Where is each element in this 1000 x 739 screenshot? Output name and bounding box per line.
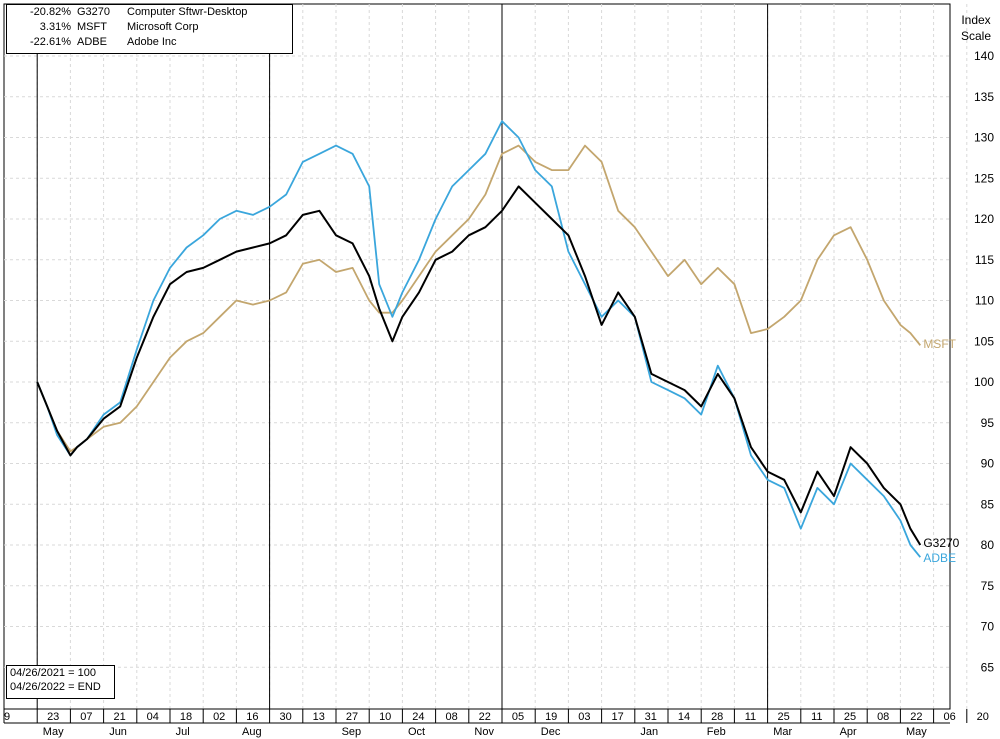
legend-symbol: G3270 — [77, 6, 111, 18]
month-label: May — [906, 726, 927, 738]
legend-name: Computer Sftwr-Desktop — [127, 6, 248, 18]
month-label: Apr — [840, 726, 857, 738]
legend: -20.82% G3270 Computer Sftwr-Desktop 3.3… — [6, 4, 293, 54]
x-axis-ticks: 9 23 07 21 04 18 02 16 30 13 27 10 24 08 22 05 19 03 17 31 1… — [3, 709, 989, 723]
x-tick-label: 25 — [844, 711, 856, 723]
x-tick-label: 14 — [678, 711, 690, 723]
plot-area — [3, 3, 951, 710]
x-tick-label: 08 — [877, 711, 889, 723]
month-label: Sep — [342, 726, 362, 738]
legend-symbol: ADBE — [77, 36, 107, 48]
y-tick-label: 120 — [974, 212, 994, 226]
y-tick-label: 75 — [981, 579, 995, 593]
x-tick-label: 27 — [346, 711, 358, 723]
index-scale-line1: Index — [961, 13, 991, 27]
x-tick-label: 31 — [645, 711, 657, 723]
series-line-g3270 — [36, 185, 922, 546]
x-tick-label: 18 — [180, 711, 192, 723]
legend-row-msft: 3.31% MSFT Microsoft Corp — [7, 20, 292, 35]
y-tick-label: 125 — [974, 171, 994, 185]
x-tick-label: 21 — [113, 711, 125, 723]
x-tick-label: 10 — [379, 711, 391, 723]
legend-pct: -20.82% — [30, 6, 71, 18]
x-tick-label: 9 — [4, 711, 10, 723]
x-tick-label: 28 — [711, 711, 723, 723]
index-scale-line2: Scale — [960, 29, 992, 43]
month-labels: May Jun Jul Aug Sep Oct Nov Dec Jan Feb Mar Apr May — [43, 726, 927, 738]
x-tick-label: 16 — [246, 711, 258, 723]
y-tick-label: 90 — [981, 457, 995, 471]
x-tick-label: 23 — [47, 711, 59, 723]
x-tick-label: 11 — [811, 711, 822, 723]
y-tick-label: 85 — [981, 497, 995, 511]
y-tick-label: 130 — [974, 131, 994, 145]
legend-pct: 3.31% — [39, 21, 71, 33]
y-tick-label: 115 — [975, 253, 994, 267]
month-label: Mar — [773, 726, 792, 738]
x-tick-label: 07 — [80, 711, 92, 723]
end-label-g3270: G3270 — [923, 536, 960, 550]
x-tick-label: 17 — [611, 711, 623, 723]
y-axis-ticks: 65 70 75 80 85 90 95 100 105 110 115 120 125 130 135 14… — [974, 49, 994, 674]
month-label: Jun — [109, 726, 127, 738]
x-tick-label: 05 — [512, 711, 524, 723]
x-tick-label: 13 — [313, 711, 325, 723]
month-label: Aug — [242, 726, 262, 738]
series-line-msft — [36, 144, 921, 453]
month-label: Jul — [176, 726, 190, 738]
legend-row-g3270: -20.82% G3270 Computer Sftwr-Desktop — [7, 5, 292, 20]
x-tick-label: 20 — [977, 711, 989, 723]
legend-row-adbe: -22.61% ADBE Adobe Inc — [7, 35, 292, 50]
y-tick-label: 65 — [981, 660, 995, 674]
x-tick-label: 02 — [213, 711, 225, 723]
x-tick-label: 06 — [943, 711, 955, 723]
month-label: Nov — [474, 726, 494, 738]
month-label: Oct — [408, 726, 425, 738]
x-tick-label: 19 — [545, 711, 557, 723]
x-tick-label: 11 — [745, 711, 756, 723]
x-tick-label: 24 — [412, 711, 424, 723]
month-label: Dec — [541, 726, 561, 738]
series-line-adbe — [36, 120, 921, 558]
y-tick-label: 105 — [974, 334, 994, 348]
legend-pct: -22.61% — [30, 36, 71, 48]
y-tick-label: 110 — [975, 294, 994, 308]
legend-symbol: MSFT — [77, 21, 107, 33]
base-date-note: 04/26/2021 = 100 04/26/2022 = END — [6, 665, 115, 699]
y-tick-label: 70 — [981, 620, 995, 634]
month-label: May — [43, 726, 64, 738]
legend-name: Adobe Inc — [127, 36, 177, 48]
month-label: Feb — [707, 726, 726, 738]
x-tick-label: 22 — [910, 711, 922, 723]
end-label-adbe: ADBE — [923, 551, 956, 566]
y-tick-label: 140 — [974, 49, 994, 63]
x-tick-label: 30 — [279, 711, 291, 723]
legend-name: Microsoft Corp — [127, 21, 199, 33]
x-tick-label: 22 — [479, 711, 491, 723]
x-tick-label: 04 — [147, 711, 159, 723]
series-lines — [36, 120, 922, 558]
base-date-line2: 04/26/2022 = END — [10, 681, 101, 693]
month-label: Jan — [640, 726, 658, 738]
base-date-line1: 04/26/2021 = 100 — [10, 667, 96, 679]
y-tick-label: 95 — [981, 416, 995, 430]
end-label-msft: MSFT — [923, 337, 956, 352]
y-tick-label: 100 — [974, 375, 994, 389]
y-tick-label: 135 — [974, 90, 994, 104]
y-tick-label: 80 — [981, 538, 995, 552]
x-tick-label: 25 — [777, 711, 789, 723]
index-scale-label: Index Scale — [952, 12, 1000, 44]
x-tick-label: 03 — [578, 711, 590, 723]
x-tick-label: 08 — [445, 711, 457, 723]
